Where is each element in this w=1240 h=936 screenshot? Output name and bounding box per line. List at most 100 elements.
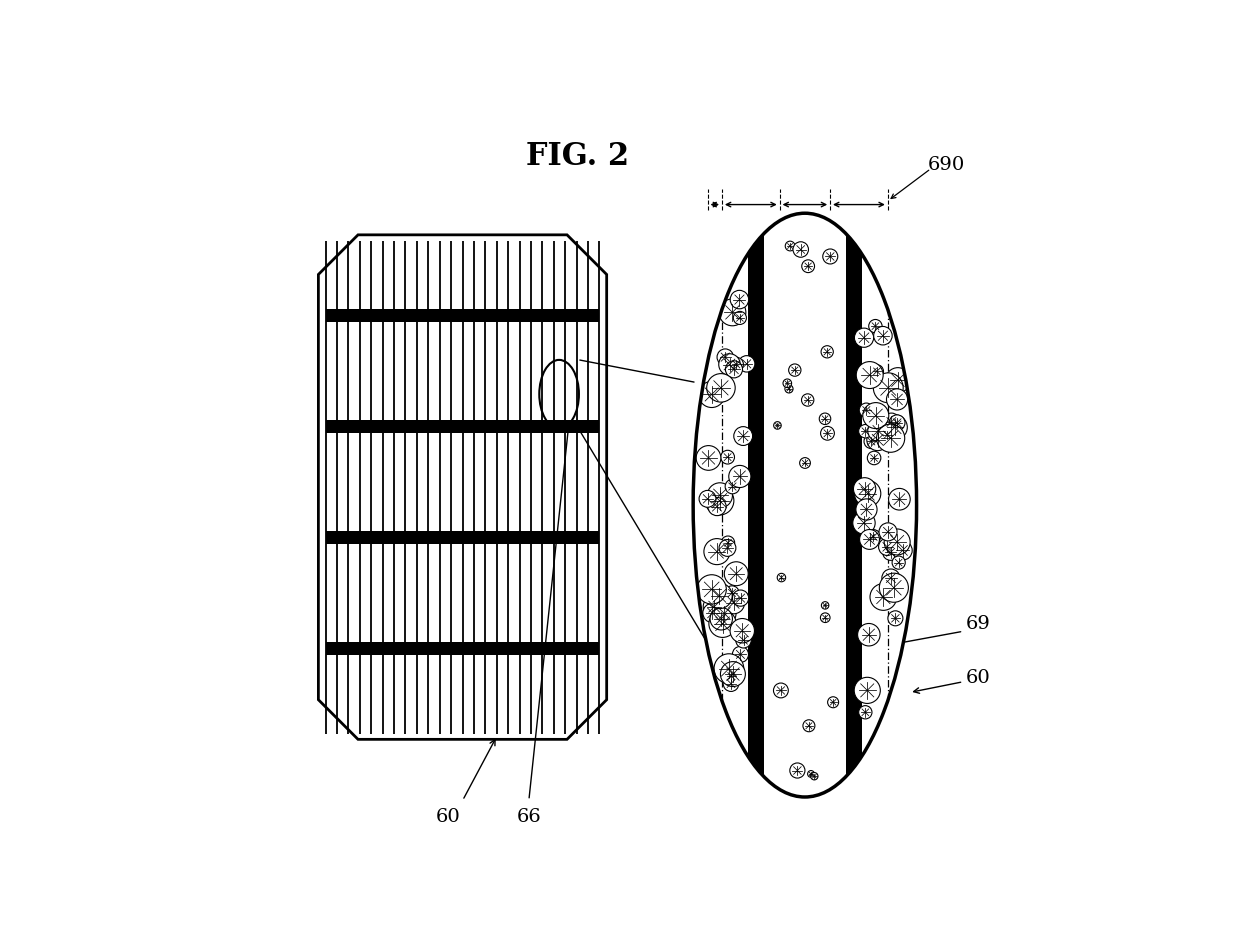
Circle shape <box>811 772 818 780</box>
Circle shape <box>885 368 910 393</box>
Circle shape <box>713 602 737 625</box>
Circle shape <box>802 260 815 272</box>
Text: 60: 60 <box>435 808 460 826</box>
Circle shape <box>722 536 734 549</box>
Circle shape <box>697 575 727 604</box>
Circle shape <box>785 241 795 251</box>
Circle shape <box>879 523 897 541</box>
Circle shape <box>870 365 884 378</box>
Circle shape <box>804 720 815 732</box>
Circle shape <box>858 706 872 719</box>
Circle shape <box>777 574 786 582</box>
Circle shape <box>711 607 733 630</box>
Bar <box>326 420 599 432</box>
Circle shape <box>725 479 740 494</box>
Circle shape <box>729 465 751 488</box>
Circle shape <box>725 360 743 378</box>
Circle shape <box>889 415 905 431</box>
Circle shape <box>823 249 838 264</box>
Circle shape <box>709 610 737 637</box>
Circle shape <box>774 421 781 430</box>
Text: FIG. 2: FIG. 2 <box>526 141 630 172</box>
Circle shape <box>734 427 753 446</box>
Circle shape <box>723 592 744 614</box>
Circle shape <box>800 458 811 468</box>
Circle shape <box>869 319 882 333</box>
Circle shape <box>854 329 874 347</box>
Circle shape <box>827 696 838 708</box>
Circle shape <box>854 480 880 506</box>
Circle shape <box>733 590 749 607</box>
Text: 60: 60 <box>966 669 991 687</box>
Circle shape <box>720 450 734 464</box>
Circle shape <box>807 770 815 777</box>
Circle shape <box>879 538 895 555</box>
Circle shape <box>820 413 831 425</box>
Circle shape <box>868 420 889 441</box>
Circle shape <box>789 364 801 376</box>
Circle shape <box>821 345 833 358</box>
Circle shape <box>854 678 880 704</box>
Circle shape <box>735 633 751 648</box>
Circle shape <box>859 403 873 417</box>
Circle shape <box>724 562 748 586</box>
Circle shape <box>853 477 875 500</box>
Circle shape <box>703 595 725 618</box>
Polygon shape <box>319 235 606 739</box>
Circle shape <box>874 327 892 345</box>
Circle shape <box>703 604 722 622</box>
Bar <box>846 213 862 797</box>
Circle shape <box>889 489 910 510</box>
Circle shape <box>696 446 720 470</box>
Circle shape <box>880 428 894 442</box>
Circle shape <box>707 483 733 508</box>
Circle shape <box>707 583 732 608</box>
Circle shape <box>877 424 905 452</box>
Circle shape <box>867 451 880 465</box>
Circle shape <box>790 763 805 778</box>
Circle shape <box>733 312 746 325</box>
Circle shape <box>801 394 813 406</box>
Circle shape <box>882 415 908 440</box>
Circle shape <box>785 385 794 393</box>
Circle shape <box>864 434 878 448</box>
Circle shape <box>707 373 735 402</box>
Text: 690: 690 <box>928 156 965 174</box>
Circle shape <box>883 413 900 431</box>
Circle shape <box>733 647 749 663</box>
Circle shape <box>858 425 872 438</box>
Circle shape <box>867 530 880 544</box>
Text: 66: 66 <box>516 808 541 826</box>
Circle shape <box>774 683 789 698</box>
Circle shape <box>725 586 739 600</box>
Circle shape <box>867 429 889 450</box>
Circle shape <box>724 669 739 683</box>
Circle shape <box>863 402 889 429</box>
Circle shape <box>719 539 735 556</box>
Circle shape <box>821 613 830 622</box>
Circle shape <box>882 569 900 587</box>
Circle shape <box>821 427 835 440</box>
Circle shape <box>723 676 739 692</box>
Circle shape <box>708 497 727 516</box>
Circle shape <box>782 379 791 388</box>
Circle shape <box>730 290 749 309</box>
Circle shape <box>888 611 903 626</box>
Circle shape <box>739 356 755 372</box>
Circle shape <box>698 381 724 407</box>
Circle shape <box>729 358 744 372</box>
Circle shape <box>870 584 897 610</box>
Circle shape <box>717 349 734 365</box>
Circle shape <box>859 530 879 549</box>
Circle shape <box>892 556 905 569</box>
Ellipse shape <box>693 213 916 797</box>
Circle shape <box>719 299 745 326</box>
Circle shape <box>719 354 740 375</box>
Circle shape <box>720 662 745 686</box>
Bar <box>326 310 599 322</box>
Circle shape <box>887 388 908 410</box>
Circle shape <box>699 490 715 507</box>
Circle shape <box>873 373 903 402</box>
Bar <box>748 213 764 797</box>
Circle shape <box>704 538 730 564</box>
